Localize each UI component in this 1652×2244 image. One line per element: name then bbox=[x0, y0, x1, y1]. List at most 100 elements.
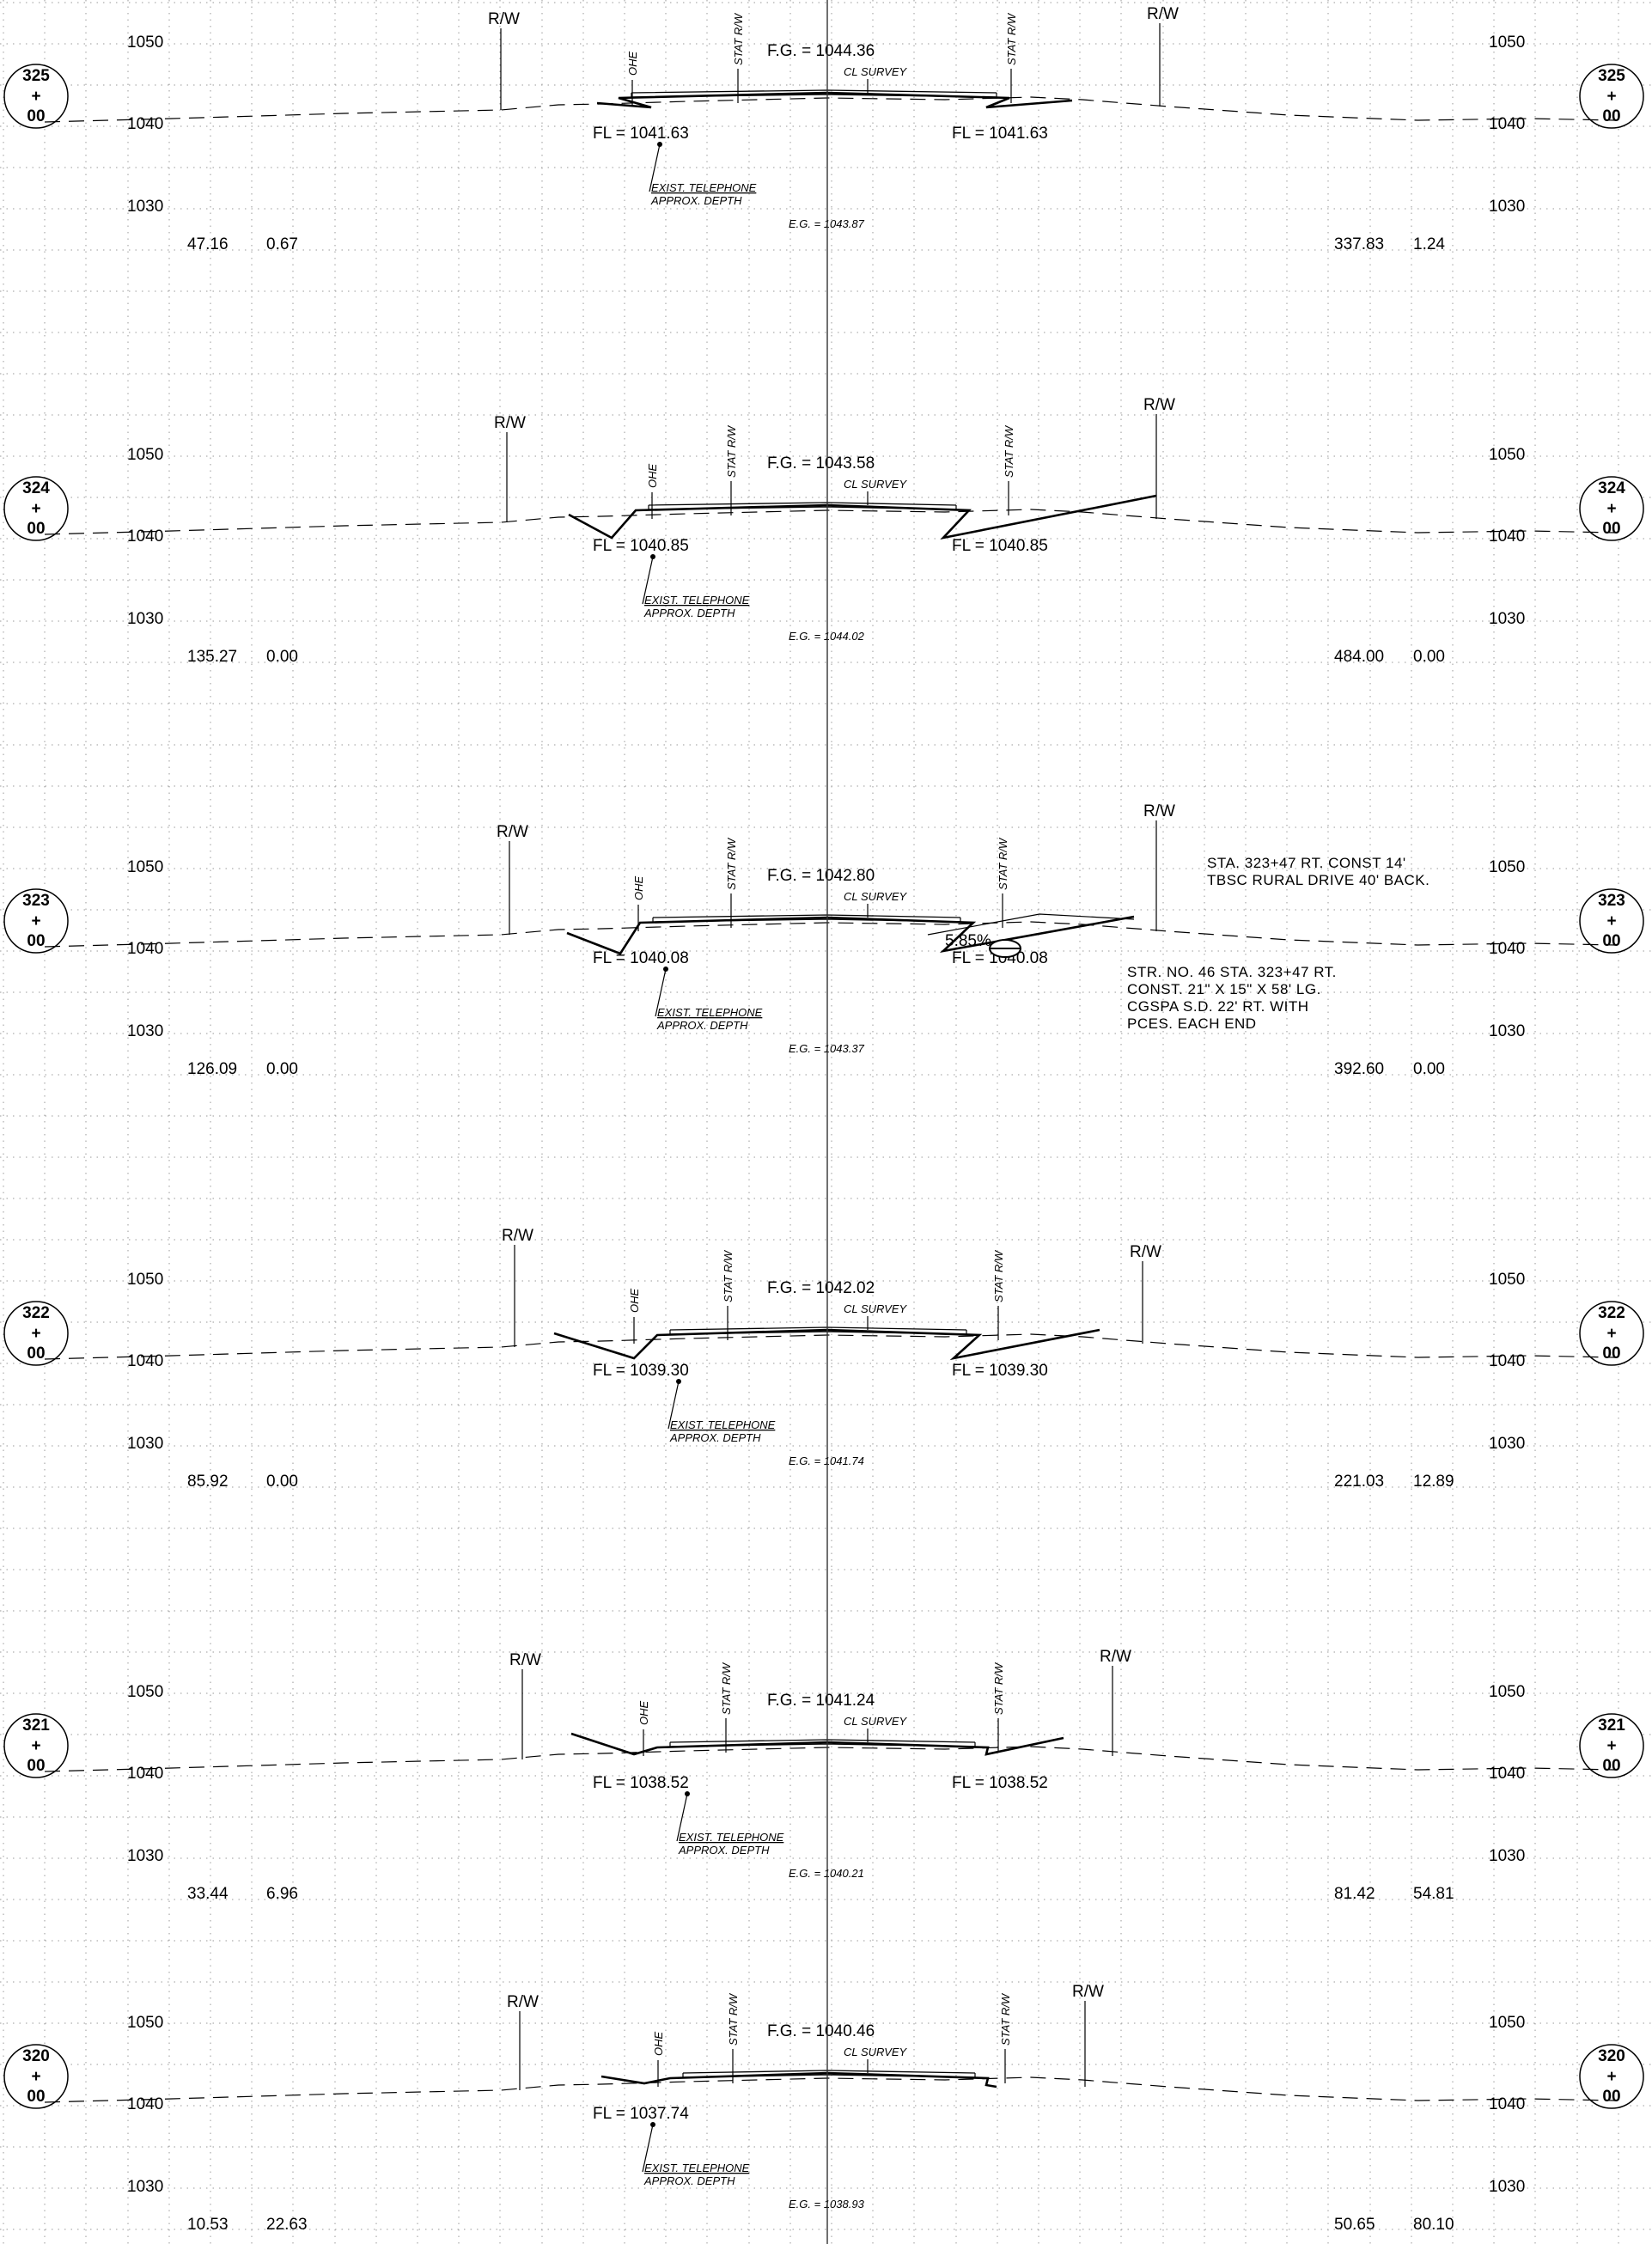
station-circle bbox=[1579, 2044, 1644, 2109]
ohe-label: OHE bbox=[637, 1701, 650, 1726]
stat-rw-left-label: STAT R/W bbox=[720, 1662, 733, 1715]
elevation-label-left: 1040 bbox=[127, 115, 163, 133]
elevation-label-right: 1030 bbox=[1489, 2178, 1525, 2196]
rw-label-left: R/W bbox=[507, 1993, 539, 2011]
elevation-label-left: 1050 bbox=[127, 1683, 163, 1701]
station-marker-right: 320 +00 bbox=[1579, 2044, 1644, 2109]
cl-survey-label: CL SURVEY bbox=[844, 890, 908, 903]
telephone-leader bbox=[655, 968, 667, 1017]
exist-telephone-label: EXIST. TELEPHONE bbox=[651, 181, 757, 194]
elevation-label-right: 1040 bbox=[1489, 940, 1525, 958]
elevation-label-left: 1050 bbox=[127, 1271, 163, 1289]
elevation-label-left: 1050 bbox=[127, 858, 163, 876]
note-bottom-line-2: CONST. 21" X 15" X 58' LG. bbox=[1127, 981, 1321, 997]
station-circle bbox=[3, 64, 69, 129]
telephone-leader bbox=[642, 2124, 654, 2173]
elevation-label-right: 1040 bbox=[1489, 527, 1525, 546]
elevation-label-right: 1050 bbox=[1489, 2014, 1525, 2032]
elevation-label-left: 1030 bbox=[127, 198, 163, 216]
pavement-base bbox=[669, 1743, 976, 1747]
station-number: 321 bbox=[22, 1717, 50, 1735]
elevation-label-right: 1030 bbox=[1489, 1022, 1525, 1040]
station-offset: 00 bbox=[1602, 107, 1620, 125]
station-circle bbox=[1579, 64, 1644, 129]
rw-label-left: R/W bbox=[509, 1651, 541, 1669]
flowline-right: FL = 1041.63 bbox=[952, 125, 1048, 143]
proposed-template bbox=[568, 494, 1157, 540]
existing-grade-label: E.G. = 1038.93 bbox=[789, 2198, 865, 2210]
note-bottom-line-4: PCES. EACH END bbox=[1127, 1015, 1257, 1032]
flowline-left: FL = 1041.63 bbox=[593, 125, 689, 143]
station-number: 324 bbox=[22, 479, 50, 497]
cross-section-323: 1050 1050 1040 1040 1030 1030 323 +00 323 +00 R/W R… bbox=[3, 802, 1644, 1078]
station-number: 320 bbox=[1598, 2047, 1625, 2065]
stat-rw-right-label: STAT R/W bbox=[992, 1249, 1005, 1302]
cl-survey-label: CL SURVEY bbox=[844, 1302, 908, 1315]
left-value-2: 6.96 bbox=[266, 1885, 298, 1903]
station-plus: + bbox=[1606, 2068, 1616, 2086]
elevation-label-left: 1040 bbox=[127, 2095, 163, 2113]
approx-depth-label: APPROX. DEPTH bbox=[643, 2174, 735, 2187]
elevation-label-right: 1050 bbox=[1489, 1683, 1525, 1701]
exist-telephone-label: EXIST. TELEPHONE bbox=[644, 2162, 750, 2174]
proposed-template bbox=[566, 915, 1135, 955]
elevation-label-right: 1040 bbox=[1489, 2095, 1525, 2113]
station-offset: 00 bbox=[27, 932, 45, 950]
right-value-1: 484.00 bbox=[1334, 648, 1384, 666]
flowline-left: FL = 1037.74 bbox=[593, 2105, 689, 2123]
station-marker-right: 322 +00 bbox=[1579, 1301, 1644, 1366]
station-number: 325 bbox=[22, 67, 50, 85]
existing-ground-line bbox=[44, 1333, 1616, 1360]
station-number: 323 bbox=[1598, 892, 1625, 910]
ohe-label: OHE bbox=[646, 464, 659, 489]
station-offset: 00 bbox=[1602, 1345, 1620, 1363]
station-offset: 00 bbox=[27, 1757, 45, 1775]
left-value-2: 0.00 bbox=[266, 1060, 298, 1078]
right-value-2: 54.81 bbox=[1413, 1885, 1454, 1903]
cross-section-324: 1050 1050 1040 1040 1030 1030 324 +00 324 +00 R/W R… bbox=[3, 396, 1644, 666]
station-number: 322 bbox=[22, 1304, 50, 1322]
elevation-label-right: 1030 bbox=[1489, 610, 1525, 628]
elevation-label-left: 1030 bbox=[127, 1847, 163, 1865]
right-value-2: 80.10 bbox=[1413, 2216, 1454, 2234]
telephone-leader bbox=[668, 1381, 680, 1430]
flowline-right: FL = 1040.85 bbox=[952, 537, 1048, 555]
rw-label-left: R/W bbox=[494, 414, 526, 432]
station-number: 325 bbox=[1598, 67, 1625, 85]
flowline-left: FL = 1039.30 bbox=[593, 1362, 689, 1380]
station-plus: + bbox=[1606, 500, 1616, 518]
stat-rw-left-label: STAT R/W bbox=[732, 12, 745, 65]
station-marker-right: 324 +00 bbox=[1579, 476, 1644, 541]
existing-grade-label: E.G. = 1043.37 bbox=[789, 1042, 865, 1055]
station-marker-right: 321 +00 bbox=[1579, 1713, 1644, 1778]
station-marker-left: 320 +00 bbox=[3, 2044, 69, 2109]
exist-telephone-label: EXIST. TELEPHONE bbox=[657, 1006, 763, 1019]
existing-grade-label: E.G. = 1041.74 bbox=[789, 1454, 864, 1467]
station-circle bbox=[1579, 1713, 1644, 1778]
station-marker-left: 321 +00 bbox=[3, 1713, 69, 1778]
rw-label-right: R/W bbox=[1072, 1983, 1104, 2001]
station-circle bbox=[3, 1713, 69, 1778]
station-marker-right: 323 +00 bbox=[1579, 888, 1644, 954]
cross-section-321: 1050 1050 1040 1040 1030 1030 321 +00 321 +00 R/W R… bbox=[3, 1648, 1644, 1903]
station-number: 320 bbox=[22, 2047, 50, 2065]
slope-label: 5.85% bbox=[945, 932, 991, 950]
cl-survey-label: CL SURVEY bbox=[844, 65, 908, 78]
elevation-label-right: 1050 bbox=[1489, 34, 1525, 52]
station-plus: + bbox=[31, 1737, 40, 1755]
station-offset: 00 bbox=[1602, 520, 1620, 538]
station-offset: 00 bbox=[27, 1345, 45, 1363]
station-number: 322 bbox=[1598, 1304, 1625, 1322]
rw-label-right: R/W bbox=[1147, 5, 1179, 23]
elevation-label-left: 1040 bbox=[127, 940, 163, 958]
station-circle bbox=[3, 1301, 69, 1366]
finished-grade-label: F.G. = 1042.02 bbox=[767, 1279, 875, 1297]
elevation-label-left: 1040 bbox=[127, 1352, 163, 1370]
station-marker-left: 324 +00 bbox=[3, 476, 69, 541]
stat-rw-right-label: STAT R/W bbox=[997, 837, 1009, 890]
station-number: 321 bbox=[1598, 1717, 1625, 1735]
elevation-label-left: 1030 bbox=[127, 1435, 163, 1453]
rw-label-left: R/W bbox=[488, 10, 520, 28]
exist-telephone-label: EXIST. TELEPHONE bbox=[670, 1418, 776, 1431]
